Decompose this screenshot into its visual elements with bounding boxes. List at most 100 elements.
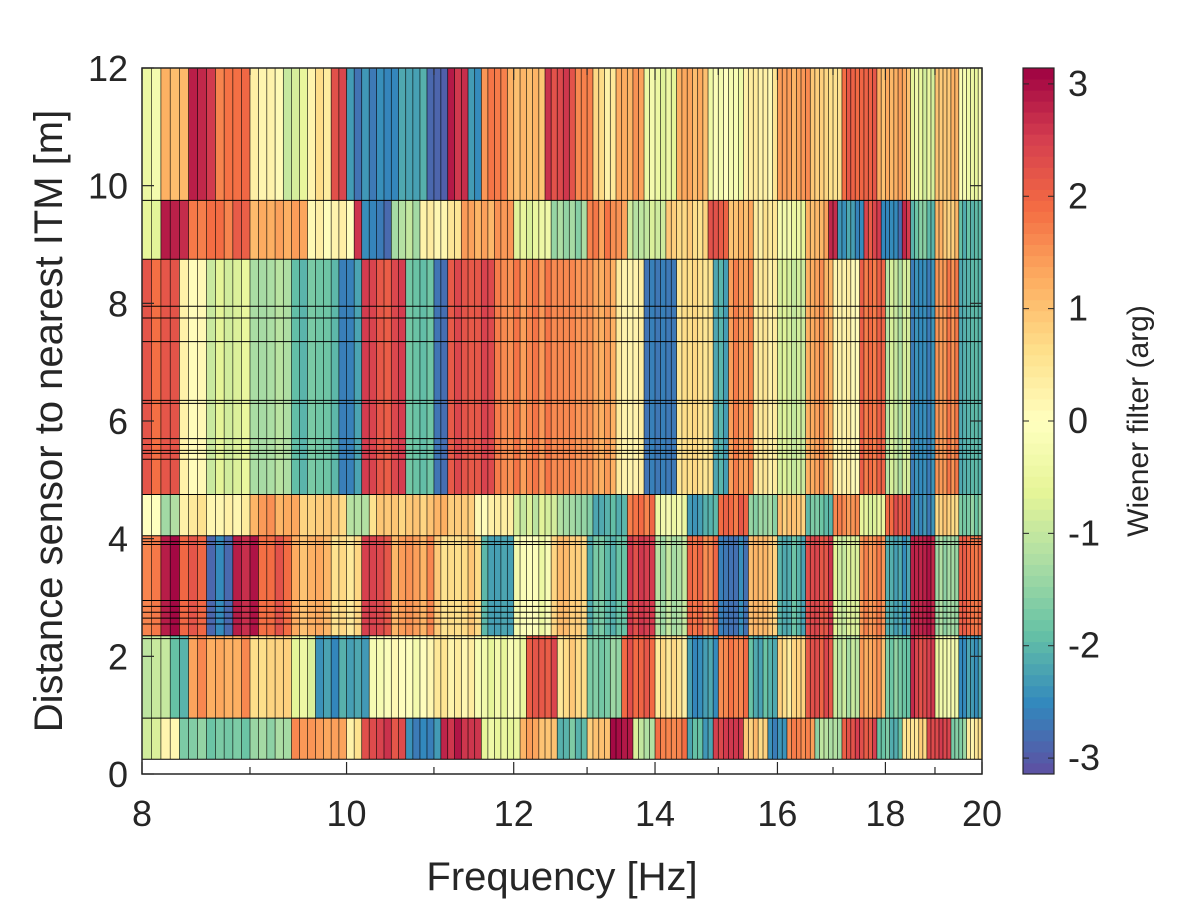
heatmap-cell [978,535,983,636]
heatmap-cell [551,259,558,495]
heatmap-cell [660,68,667,201]
heatmap-cell [954,200,960,260]
heatmap-cell [885,200,891,260]
heatmap-cell [426,200,435,260]
heatmap-cell [859,68,865,201]
heatmap-cell [398,494,407,536]
heatmap-cell [687,718,693,760]
heatmap-cell [569,635,576,719]
heatmap-cell [440,635,449,719]
heatmap-cell [215,200,225,260]
heatmap-cell [433,68,442,201]
heatmap-cell [315,259,324,495]
heatmap-cell [885,494,891,536]
heatmap-cell [846,635,852,719]
heatmap-cell [307,259,316,495]
heatmap-cell [660,259,667,495]
heatmap-cell [604,718,611,760]
heatmap-cell [412,535,421,636]
heatmap-cell [876,718,882,760]
colorbar-swatch [1023,211,1054,223]
heatmap-cell [910,718,916,760]
heatmap-cell [926,200,932,260]
heatmap-cell [266,68,276,201]
heatmap-cell [753,494,759,536]
heatmap-cell [902,259,907,495]
heatmap-cell [676,494,683,536]
heatmap-cell [938,494,944,536]
colorbar: -3 -2 -1 0 1 2 3 [1022,63,1100,778]
heatmap-cell [934,259,940,495]
heatmap-cell [419,200,428,260]
heatmap-cell [786,200,793,260]
heatmap-cell [323,68,332,201]
heatmap-cell [970,718,975,760]
heatmap-cell [718,259,724,495]
heatmap-cell [468,718,476,760]
heatmap-cell [918,535,924,636]
heatmap-cell [758,494,764,536]
heatmap-cell [468,200,476,260]
heatmap-cell [859,718,865,760]
heatmap-cell [801,635,807,719]
heatmap-cell [405,200,414,260]
heatmap-cell [575,200,582,260]
heatmap-cell [893,535,899,636]
heatmap-cell [978,494,983,536]
heatmap-cell [323,259,332,495]
heatmap-cell [338,200,347,260]
y-tick-label: 10 [88,166,128,207]
heatmap-cell [151,200,162,260]
heatmap-cell [823,635,829,719]
heatmap-cell [930,494,936,536]
heatmap-cell [893,718,899,760]
heatmap-cell [914,718,920,760]
heatmap-cell [697,259,704,495]
heatmap-cell [868,200,873,260]
heatmap-cell [331,68,340,201]
heatmap-cell [938,718,944,760]
heatmap-cell [850,259,856,495]
heatmap-cell [315,635,324,719]
colorbar-swatch [1023,156,1054,168]
heatmap-cell [922,635,928,719]
heatmap-cell [323,535,332,636]
heatmap-cell [610,259,617,495]
heatmap-cell [160,718,171,760]
heatmap-cell [315,535,324,636]
heatmap-cell [767,494,774,536]
heatmap-cell [974,200,979,260]
heatmap-cell [786,535,793,636]
heatmap-cell [283,68,292,201]
heatmap-cell [532,68,540,201]
heatmap-cell [966,635,971,719]
heatmap-cell [833,68,838,201]
heatmap-cell [934,718,940,760]
heatmap-cell [361,535,370,636]
heatmap-cell [638,200,645,260]
heatmap-cell [197,635,207,719]
heatmap-cell [557,494,564,536]
heatmap-cell [569,535,576,636]
x-tick-label: 20 [962,793,1002,834]
heatmap-cell [942,200,948,260]
heatmap-cell [440,68,449,201]
heatmap-cell [323,635,332,719]
heatmap-cell [299,259,308,495]
heatmap-cell [763,494,769,536]
heatmap-cell [872,494,878,536]
heatmap-cell [513,635,521,719]
heatmap-cell [405,68,414,201]
heatmap-cell [632,535,639,636]
heatmap-cell [481,535,489,636]
heatmap-cell [767,200,774,260]
heatmap-cell [814,259,820,495]
heatmap-cell [697,494,704,536]
colorbar-swatch [1023,608,1054,621]
heatmap-cell [545,200,552,260]
heatmap-cell [962,494,967,536]
heatmap-cell [604,635,611,719]
heatmap-cell [841,494,847,536]
heatmap-cell [604,200,611,260]
